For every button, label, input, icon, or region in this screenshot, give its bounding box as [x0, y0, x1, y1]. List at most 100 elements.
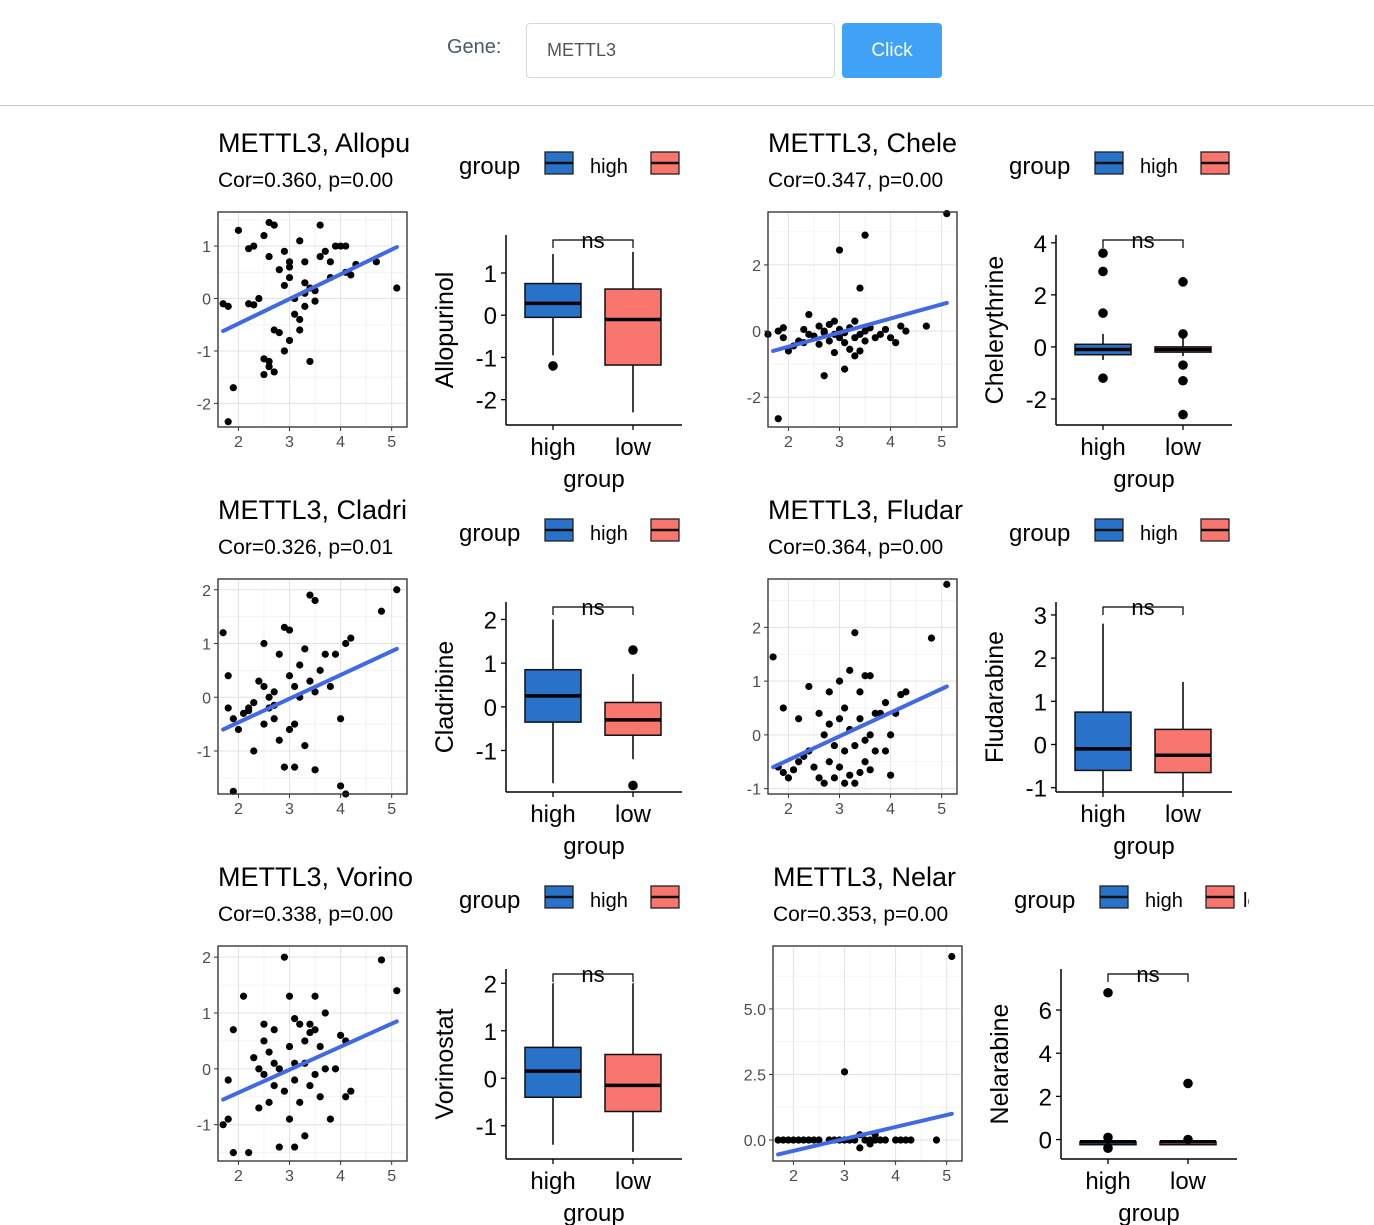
scatter-point: [296, 326, 304, 334]
legend-key-low: [650, 885, 680, 909]
box-y-label: Fludarabine: [981, 631, 1009, 763]
scatter-point: [326, 682, 334, 691]
box-outlier: [1103, 1132, 1113, 1143]
scatter-frame: [217, 211, 408, 428]
box-body: [604, 1053, 662, 1113]
legend-key-low: [650, 518, 680, 542]
scatter-point: [769, 653, 777, 661]
box-high: [524, 254, 582, 371]
box-y-tick-label: 0: [1034, 733, 1047, 760]
y-tick-label: 0: [202, 690, 211, 707]
box-y-label: Allopurinol: [431, 272, 459, 389]
box-x-label: group: [1118, 1200, 1179, 1225]
x-tick-label: 2: [784, 801, 793, 818]
significance-label: ns: [581, 962, 604, 987]
scatter-point: [774, 327, 782, 335]
box-y-tick-label: 6: [1039, 998, 1052, 1025]
scatter-point: [291, 1143, 299, 1151]
scatter-point: [347, 634, 355, 642]
box-x-tick-label-low: low: [1165, 801, 1202, 828]
scatter-point: [835, 677, 844, 685]
scatter-point: [815, 1136, 823, 1144]
scatter-point: [805, 1136, 813, 1144]
scatter-point: [902, 688, 910, 696]
y-tick-label: 2.5: [744, 1067, 766, 1084]
scatter-point: [321, 1065, 329, 1073]
scatter-point: [234, 226, 243, 234]
y-tick-label: -1: [197, 344, 211, 361]
box-y-tick-label: -1: [476, 1114, 497, 1141]
box-y-tick-label: 0: [1039, 1128, 1052, 1155]
scatter-point: [841, 339, 849, 347]
scatter-point: [306, 591, 314, 599]
scatter-frame: [217, 945, 408, 1162]
legend-key-low: [1200, 518, 1230, 542]
scatter-point: [846, 345, 854, 353]
scatter-point: [296, 1098, 304, 1106]
scatter-point: [285, 258, 294, 266]
x-tick-label: 5: [387, 1168, 396, 1185]
scatter-point: [835, 246, 844, 254]
scatter-point: [291, 1014, 299, 1023]
scatter-point: [331, 650, 340, 658]
fit-line: [221, 1019, 399, 1102]
chart-title: METTL3, Chele: [768, 128, 957, 158]
scatter-point: [285, 263, 294, 271]
box-x-label: group: [563, 466, 624, 493]
significance-bracket: [552, 606, 634, 615]
scatter-point: [835, 334, 844, 342]
click-button[interactable]: Click: [842, 23, 942, 78]
scatter-point: [255, 677, 263, 685]
x-tick-label: 3: [840, 1168, 849, 1185]
scatter-point: [820, 731, 828, 739]
scatter-point: [342, 242, 350, 250]
scatter-point: [301, 279, 309, 287]
scatter-point: [820, 372, 828, 380]
fit-line: [221, 245, 399, 334]
box-plot: -1 0 1 2 3 Fludarabine high low group ns: [981, 598, 1232, 860]
box-y-label: Chelerythrine: [981, 256, 1009, 405]
box-x-tick-label-low: low: [1165, 434, 1202, 461]
box-x-label: group: [563, 833, 624, 860]
legend-label-low-wrap: low: [688, 890, 719, 912]
scatter-plot: 2 3 4 5 -2 -1 0 1: [197, 211, 408, 451]
scatter-point: [306, 677, 314, 685]
y-tick-label: 5.0: [744, 1002, 766, 1019]
box-y-tick-label: -2: [476, 388, 497, 415]
scatter-point: [861, 327, 869, 335]
legend-title: group: [1009, 153, 1070, 180]
y-tick-label: 0: [752, 728, 761, 745]
box-outlier: [1178, 277, 1188, 287]
scatter-point: [316, 1093, 324, 1101]
box-body: [1154, 728, 1212, 774]
scatter-point: [861, 1136, 869, 1144]
scatter-point: [861, 736, 869, 744]
significance-label: ns: [581, 595, 604, 620]
scatter-point: [886, 771, 895, 779]
box-high: [1074, 248, 1132, 383]
scatter-point: [902, 1136, 910, 1144]
scatter-point: [229, 715, 237, 723]
box-y-tick-label: 2: [484, 607, 497, 634]
scatter-point: [825, 320, 833, 329]
scatter-point: [280, 1087, 289, 1095]
scatter-point: [311, 992, 319, 1000]
legend-key-high: [544, 518, 574, 542]
box-y-tick-label: 1: [484, 651, 497, 678]
box-y-label: Vorinostat: [431, 1008, 459, 1119]
chart-title: METTL3, Fludar: [768, 495, 963, 525]
legend-label-high: high: [590, 523, 628, 545]
fit-line: [776, 1111, 954, 1157]
scatter-point: [224, 1076, 232, 1084]
scatter-point: [856, 347, 864, 355]
box-x-tick-label-high: high: [530, 801, 575, 828]
scatter-point: [810, 763, 818, 771]
scatter-point: [229, 787, 237, 795]
box-y-label: Nelarabine: [986, 1004, 1014, 1125]
scatter-point: [234, 725, 243, 734]
legend-key-high: [1099, 885, 1129, 909]
scatter-point: [311, 297, 319, 305]
title-area: METTL3, Chele Cor=0.347, p=0.00: [768, 128, 957, 192]
significance-label: ns: [1136, 962, 1159, 987]
gene-input[interactable]: [526, 23, 835, 78]
